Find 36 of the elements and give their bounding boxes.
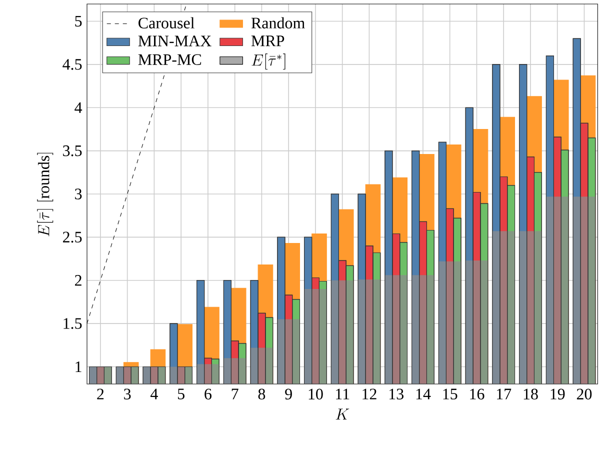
legend-label: Carousel	[138, 17, 194, 28]
x-tick-label: 15	[443, 388, 458, 400]
x-tick-label: 11	[336, 388, 350, 400]
x-tick-label: 9	[285, 388, 292, 400]
x-tick-label: 7	[232, 388, 238, 400]
legend-label: MRP	[251, 36, 284, 46]
x-tick-label: 3	[124, 388, 131, 400]
x-tick-label: 4	[150, 388, 158, 400]
x-tick-label: 12	[362, 388, 376, 400]
x-tick-label: 14	[416, 388, 431, 400]
y-tick-label: 1	[76, 361, 82, 372]
y-tick-label: 4.5	[62, 59, 82, 70]
y-tick-label: 5	[75, 16, 82, 27]
y-tick-label: 3	[75, 188, 82, 200]
x-tick-label: 5	[178, 388, 184, 400]
legend-label: Random	[251, 17, 305, 28]
x-tick-label: 8	[258, 388, 266, 400]
x-tick-label: 6	[204, 388, 212, 400]
y-tick-label: 3.5	[63, 145, 82, 156]
x-tick-label: 13	[389, 388, 404, 400]
y-axis-title: $E[\bar{\tau}]\ \mathrm{[rounds]}$	[37, 152, 54, 236]
legend-label: MIN-MAX	[138, 36, 212, 46]
y-tick-label: 2	[75, 275, 82, 286]
x-tick-label: 20	[576, 388, 592, 400]
x-tick-label: 17	[497, 388, 512, 400]
legend-label: $E[\bar{\tau}^*]$	[252, 54, 286, 70]
x-axis-title: $K$	[336, 408, 350, 420]
y-tick-label: 1.5	[64, 318, 82, 329]
legend-label: MRP-MC	[138, 54, 202, 65]
x-tick-label: 10	[308, 388, 323, 400]
x-tick-label: 2	[97, 388, 104, 400]
x-tick-label: 16	[470, 388, 484, 400]
y-tick-label: 2.5	[63, 232, 82, 243]
x-tick-label: 19	[550, 388, 565, 400]
y-tick-label: 4	[74, 102, 82, 113]
x-tick-label: 18	[524, 388, 538, 400]
